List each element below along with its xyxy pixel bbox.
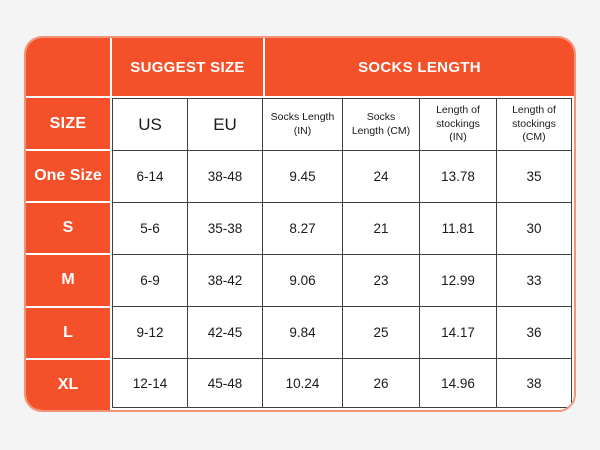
size-label-s: S [26, 203, 110, 254]
cell-stockings-cm: 35 [496, 150, 572, 203]
corner-cell [26, 38, 110, 96]
cell-us: 5-6 [112, 202, 188, 255]
cell-us: 12-14 [112, 358, 188, 408]
cell-stockings-in: 13.78 [419, 150, 497, 203]
cell-socks-in: 9.45 [262, 150, 343, 203]
column-header-socks-length-in: Socks Length (IN) [262, 98, 343, 151]
column-header-eu: EU [187, 98, 263, 151]
cell-eu: 38-48 [187, 150, 263, 203]
cell-socks-cm: 24 [342, 150, 420, 203]
column-header-stockings-length-in: Length of stockings (IN) [419, 98, 497, 151]
cell-eu: 38-42 [187, 254, 263, 307]
group-header-socks-length: SOCKS LENGTH [265, 38, 574, 96]
cell-us: 6-14 [112, 150, 188, 203]
column-header-stockings-length-cm: Length of stockings (CM) [496, 98, 572, 151]
cell-stockings-in: 14.96 [419, 358, 497, 408]
size-label-m: M [26, 255, 110, 306]
measurements-table: US EU Socks Length (IN) Socks Length (CM… [112, 98, 572, 408]
table-row-l: 9-12 42-45 9.84 25 14.17 36 [112, 306, 572, 359]
cell-socks-in: 9.84 [262, 306, 343, 359]
size-label-xl: XL [26, 359, 110, 410]
table-row-m: 6-9 38-42 9.06 23 12.99 33 [112, 254, 572, 307]
cell-eu: 42-45 [187, 306, 263, 359]
column-header-us: US [112, 98, 188, 151]
column-header-row: US EU Socks Length (IN) Socks Length (CM… [112, 98, 572, 151]
size-label-one-size: One Size [26, 151, 110, 202]
cell-stockings-in: 11.81 [419, 202, 497, 255]
cell-eu: 45-48 [187, 358, 263, 408]
cell-stockings-cm: 38 [496, 358, 572, 408]
cell-stockings-cm: 30 [496, 202, 572, 255]
cell-socks-cm: 26 [342, 358, 420, 408]
cell-stockings-in: 12.99 [419, 254, 497, 307]
cell-stockings-cm: 33 [496, 254, 572, 307]
cell-eu: 35-38 [187, 202, 263, 255]
cell-socks-cm: 21 [342, 202, 420, 255]
group-header-suggest-size: SUGGEST SIZE [112, 38, 263, 96]
table-row-s: 5-6 35-38 8.27 21 11.81 30 [112, 202, 572, 255]
cell-stockings-cm: 36 [496, 306, 572, 359]
table-row-xl: 12-14 45-48 10.24 26 14.96 38 [112, 358, 572, 408]
size-column: SIZE One Size S M L XL [26, 98, 110, 410]
cell-socks-in: 9.06 [262, 254, 343, 307]
cell-us: 6-9 [112, 254, 188, 307]
cell-socks-in: 10.24 [262, 358, 343, 408]
column-header-socks-length-cm: Socks Length (CM) [342, 98, 420, 151]
size-chart-table: SUGGEST SIZE SOCKS LENGTH SIZE One Size … [24, 36, 576, 412]
cell-us: 9-12 [112, 306, 188, 359]
table-row-one-size: 6-14 38-48 9.45 24 13.78 35 [112, 150, 572, 203]
cell-socks-cm: 25 [342, 306, 420, 359]
cell-socks-cm: 23 [342, 254, 420, 307]
cell-socks-in: 8.27 [262, 202, 343, 255]
cell-stockings-in: 14.17 [419, 306, 497, 359]
size-column-header: SIZE [26, 98, 110, 149]
size-label-l: L [26, 307, 110, 358]
data-area: US EU Socks Length (IN) Socks Length (CM… [112, 98, 574, 410]
